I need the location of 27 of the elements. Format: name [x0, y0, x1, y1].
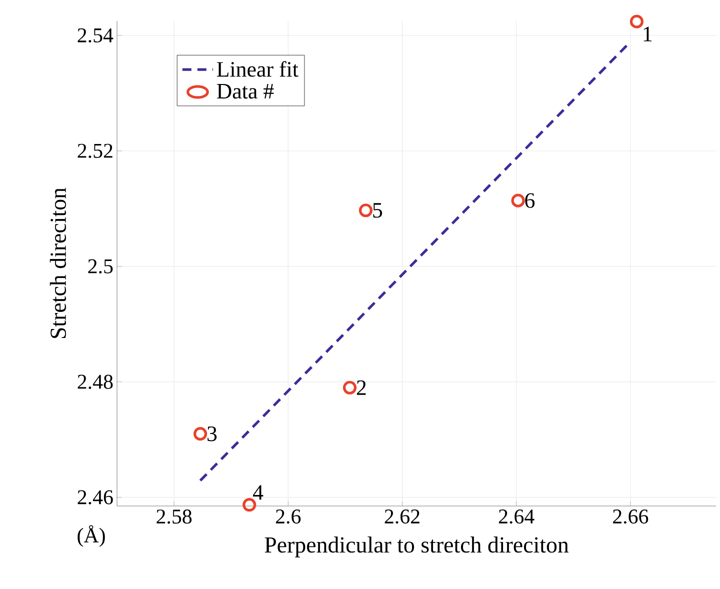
- point: [193, 427, 208, 441]
- text: (Å): [78, 525, 105, 547]
- y-tick-label: 2.48: [78, 374, 113, 389]
- y-axis-title: Stretch direciton: [50, 188, 66, 338]
- point: [242, 498, 256, 512]
- annotation: 6: [525, 193, 535, 208]
- y-tick-label: 2.5: [88, 259, 113, 274]
- annotation: 3: [208, 426, 217, 442]
- y-tick-label: 2.52: [78, 144, 112, 158]
- legend-label: Linear fit: [216, 61, 298, 77]
- x-tick-label: 2.66: [613, 510, 648, 524]
- x-axis-title: Perpendicular to stretch direciton: [264, 536, 569, 558]
- annotation: 5: [373, 203, 382, 218]
- annotation: 2: [356, 380, 366, 395]
- x-tick-label: 2.58: [156, 510, 192, 524]
- point: [358, 204, 373, 218]
- annotation: 4: [252, 485, 264, 500]
- y-tick-label: 2.54: [78, 28, 114, 43]
- x-tick-label: 2.64: [498, 510, 534, 524]
- y-tick-label: 2.46: [78, 490, 113, 504]
- point: [630, 14, 644, 28]
- x-tick-label: 2.6: [276, 510, 301, 524]
- point: [342, 380, 357, 394]
- annotation: 1: [644, 26, 652, 42]
- legend-label: Data #: [216, 84, 274, 99]
- point: [511, 194, 525, 208]
- x-tick-label: 2.62: [384, 510, 420, 524]
